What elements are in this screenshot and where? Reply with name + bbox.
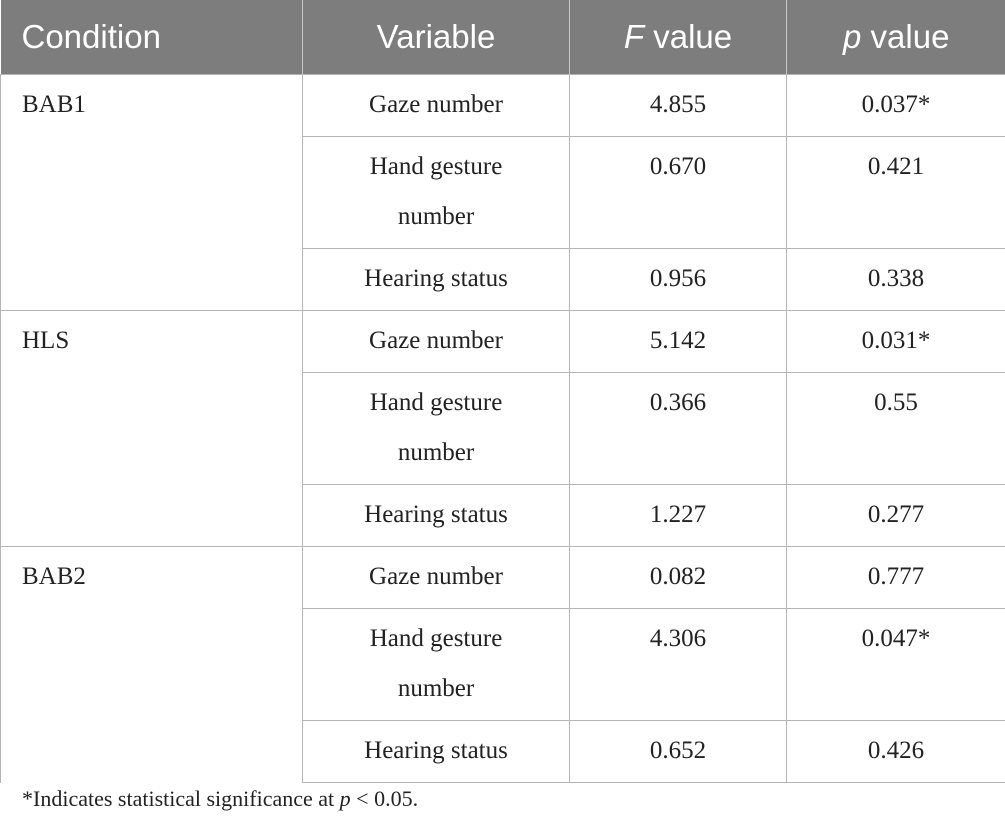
- table-row: Hearing status 1.227 0.277: [1, 484, 1005, 547]
- variable-cell: Gaze number: [302, 546, 570, 609]
- f-value-cell: 5.142: [569, 310, 787, 373]
- p-value-cell: 0.55: [786, 372, 1005, 485]
- f-value-cell: 4.306: [569, 608, 787, 721]
- f-value-cell: 4.855: [569, 74, 787, 137]
- condition-cell: BAB1: [0, 74, 303, 311]
- variable-cell: Hand gesture number: [302, 136, 570, 249]
- table-header: Condition Variable F value p value: [0, 0, 1005, 75]
- footnote-threshold: < 0.05.: [350, 786, 419, 811]
- f-value-cell: 0.652: [569, 720, 787, 783]
- footnote-p-symbol: p: [339, 786, 351, 811]
- variable-cell: Gaze number: [302, 310, 570, 373]
- table-body: BAB1 Gaze number 4.855 0.037* Hand gestu…: [0, 74, 1005, 783]
- f-value-cell: 0.670: [569, 136, 787, 249]
- table-row: Hearing status 0.956 0.338: [1, 248, 1005, 311]
- header-condition: Condition: [0, 0, 303, 75]
- f-value-cell: 0.956: [569, 248, 787, 311]
- p-value-cell: 0.037*: [786, 74, 1005, 137]
- variable-cell: Hand gesture number: [302, 372, 570, 485]
- header-variable: Variable: [302, 0, 570, 75]
- results-table: Condition Variable F value p value BAB1 …: [0, 0, 1005, 783]
- f-value-cell: 0.082: [569, 546, 787, 609]
- condition-cell: BAB2: [0, 546, 303, 783]
- header-p-value: p value: [786, 0, 1005, 75]
- header-f-value: F value: [569, 0, 787, 75]
- f-value-cell: 0.366: [569, 372, 787, 485]
- p-value-cell: 0.047*: [786, 608, 1005, 721]
- p-value-cell: 0.421: [786, 136, 1005, 249]
- p-value-cell: 0.777: [786, 546, 1005, 609]
- p-value-cell: 0.338: [786, 248, 1005, 311]
- f-value-cell: 1.227: [569, 484, 787, 547]
- table-row: Hand gesture number 4.306 0.047*: [1, 608, 1005, 721]
- table-row: Hand gesture number 0.366 0.55: [1, 372, 1005, 485]
- variable-cell: Gaze number: [302, 74, 570, 137]
- table-row: Hearing status 0.652 0.426: [1, 720, 1005, 783]
- table-row: BAB1 Gaze number 4.855 0.037*: [0, 74, 1005, 311]
- table-row: Hand gesture number 0.670 0.421: [1, 136, 1005, 249]
- table-footnote: *Indicates statistical significance at p…: [22, 786, 418, 812]
- p-value-cell: 0.031*: [786, 310, 1005, 373]
- variable-cell: Hearing status: [302, 484, 570, 547]
- header-row: Condition Variable F value p value: [0, 0, 1005, 75]
- p-value-cell: 0.426: [786, 720, 1005, 783]
- footnote-text: *Indicates statistical significance at: [22, 786, 340, 811]
- condition-cell: HLS: [0, 310, 303, 547]
- variable-cell: Hearing status: [302, 720, 570, 783]
- p-value-cell: 0.277: [786, 484, 1005, 547]
- variable-cell: Hand gesture number: [302, 608, 570, 721]
- table-row: HLS Gaze number 5.142 0.031*: [0, 310, 1005, 547]
- table-row: BAB2 Gaze number 0.082 0.777: [0, 546, 1005, 783]
- variable-cell: Hearing status: [302, 248, 570, 311]
